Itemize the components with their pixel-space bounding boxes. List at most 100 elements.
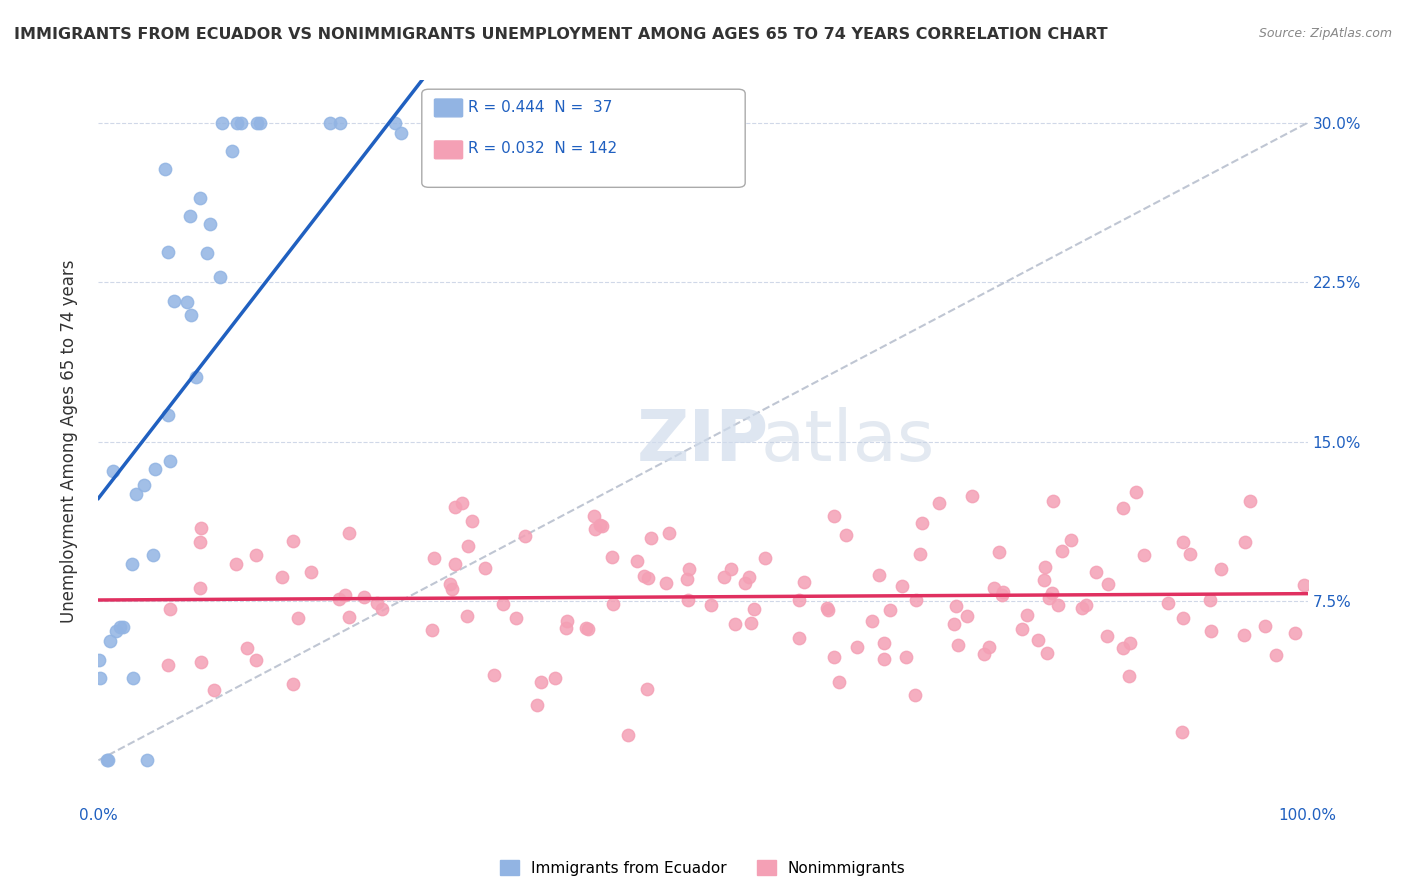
Point	[225, 116, 247, 130]
Point	[617, 728, 640, 742]
Point	[787, 632, 810, 646]
Point	[142, 548, 165, 562]
Point	[946, 638, 969, 652]
Point	[328, 592, 350, 607]
Point	[96, 753, 118, 767]
Point	[188, 534, 211, 549]
Point	[1157, 596, 1180, 610]
Point	[633, 569, 655, 583]
Text: R = 0.444  N =  37: R = 0.444 N = 37	[468, 100, 613, 114]
Point	[942, 617, 965, 632]
Point	[873, 636, 896, 650]
Point	[1233, 534, 1256, 549]
Point	[105, 624, 128, 638]
Point	[555, 614, 578, 628]
Point	[1042, 493, 1064, 508]
Point	[1038, 591, 1060, 606]
Point	[153, 162, 176, 177]
Point	[868, 567, 890, 582]
Point	[1199, 624, 1222, 639]
Point	[828, 675, 851, 690]
Point	[576, 622, 599, 636]
Point	[835, 528, 858, 542]
Point	[221, 144, 243, 158]
Point	[544, 671, 567, 685]
Point	[439, 576, 461, 591]
Point	[482, 667, 505, 681]
Point	[911, 516, 934, 530]
Point	[945, 599, 967, 613]
Point	[143, 462, 166, 476]
Point	[245, 653, 267, 667]
Point	[208, 270, 231, 285]
Point	[991, 584, 1014, 599]
Point	[1011, 622, 1033, 636]
Point	[928, 495, 950, 509]
Point	[184, 369, 207, 384]
Point	[555, 621, 578, 635]
Legend: Immigrants from Ecuador, Nonimmigrants: Immigrants from Ecuador, Nonimmigrants	[495, 854, 911, 882]
Point	[879, 603, 901, 617]
Point	[626, 554, 648, 568]
Point	[1198, 592, 1220, 607]
Point	[1074, 598, 1097, 612]
Point	[720, 562, 742, 576]
Point	[333, 588, 356, 602]
Point	[329, 116, 352, 130]
Point	[190, 655, 212, 669]
Point	[337, 526, 360, 541]
Point	[1059, 533, 1081, 547]
Point	[135, 753, 157, 767]
Text: IMMIGRANTS FROM ECUADOR VS NONIMMIGRANTS UNEMPLOYMENT AMONG AGES 65 TO 74 YEARS : IMMIGRANTS FROM ECUADOR VS NONIMMIGRANTS…	[14, 27, 1108, 42]
Point	[474, 561, 496, 575]
Point	[384, 116, 406, 130]
Text: R = 0.032  N = 142: R = 0.032 N = 142	[468, 142, 617, 156]
Point	[1097, 577, 1119, 591]
Point	[108, 620, 131, 634]
Point	[180, 308, 202, 322]
Point	[1085, 566, 1108, 580]
Point	[188, 191, 211, 205]
Point	[1050, 544, 1073, 558]
Point	[734, 575, 756, 590]
Point	[211, 116, 233, 130]
Point	[319, 116, 342, 130]
Point	[1239, 494, 1261, 508]
Point	[1178, 547, 1201, 561]
Point	[846, 640, 869, 655]
Point	[591, 519, 613, 533]
Point	[1292, 578, 1315, 592]
Point	[962, 489, 984, 503]
Point	[602, 597, 624, 611]
Point	[457, 539, 479, 553]
Point	[1033, 559, 1056, 574]
Point	[236, 640, 259, 655]
Point	[787, 592, 810, 607]
Point	[420, 623, 443, 637]
Point	[450, 496, 472, 510]
Point	[637, 571, 659, 585]
Point	[190, 521, 212, 535]
Point	[860, 614, 883, 628]
Point	[910, 547, 932, 561]
Point	[1040, 585, 1063, 599]
Point	[675, 572, 697, 586]
Point	[1015, 608, 1038, 623]
Point	[526, 698, 548, 712]
Point	[700, 598, 723, 612]
Point	[654, 575, 676, 590]
Point	[1233, 628, 1256, 642]
Point	[955, 609, 977, 624]
Point	[97, 753, 120, 767]
Point	[87, 652, 110, 666]
Point	[163, 294, 186, 309]
Point	[754, 550, 776, 565]
Point	[636, 681, 658, 696]
Point	[1171, 724, 1194, 739]
Point	[744, 602, 766, 616]
Point	[225, 557, 247, 571]
Point	[389, 127, 412, 141]
Point	[1036, 646, 1059, 660]
Point	[159, 454, 181, 468]
Point	[366, 596, 388, 610]
